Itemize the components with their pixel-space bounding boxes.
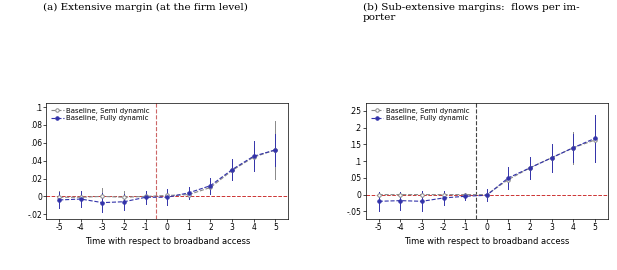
Baseline, Semi dynamic bbox=[250, 156, 257, 159]
Baseline, Fully dynamic bbox=[271, 148, 279, 151]
Baseline, Fully dynamic bbox=[375, 200, 383, 203]
Legend: Baseline, Semi dynamic, Baseline, Fully dynamic: Baseline, Semi dynamic, Baseline, Fully … bbox=[50, 106, 151, 123]
Baseline, Fully dynamic bbox=[418, 200, 426, 203]
Baseline, Semi dynamic bbox=[271, 148, 279, 151]
Baseline, Semi dynamic bbox=[462, 193, 469, 196]
Baseline, Semi dynamic bbox=[526, 166, 534, 170]
Legend: Baseline, Semi dynamic, Baseline, Fully dynamic: Baseline, Semi dynamic, Baseline, Fully … bbox=[369, 106, 471, 123]
X-axis label: Time with respect to broadband access: Time with respect to broadband access bbox=[85, 237, 250, 247]
Line: Baseline, Semi dynamic: Baseline, Semi dynamic bbox=[57, 148, 277, 199]
Baseline, Fully dynamic bbox=[397, 199, 404, 202]
Baseline, Semi dynamic bbox=[120, 196, 128, 199]
Baseline, Semi dynamic bbox=[483, 193, 491, 196]
Baseline, Fully dynamic bbox=[462, 195, 469, 198]
Line: Baseline, Semi dynamic: Baseline, Semi dynamic bbox=[377, 138, 597, 196]
Baseline, Semi dynamic bbox=[591, 139, 598, 142]
Baseline, Fully dynamic bbox=[250, 154, 257, 158]
Baseline, Fully dynamic bbox=[185, 191, 193, 194]
Baseline, Semi dynamic bbox=[142, 195, 149, 198]
Baseline, Fully dynamic bbox=[591, 137, 598, 140]
Baseline, Fully dynamic bbox=[526, 166, 534, 170]
Baseline, Fully dynamic bbox=[228, 168, 236, 171]
Baseline, Semi dynamic bbox=[56, 196, 63, 199]
Baseline, Semi dynamic bbox=[505, 178, 512, 181]
Text: (b) Sub-extensive margins:  flows per im-
porter: (b) Sub-extensive margins: flows per im-… bbox=[363, 3, 579, 22]
Baseline, Semi dynamic bbox=[440, 193, 447, 196]
X-axis label: Time with respect to broadband access: Time with respect to broadband access bbox=[404, 237, 569, 247]
Baseline, Semi dynamic bbox=[164, 194, 171, 197]
Baseline, Fully dynamic bbox=[164, 196, 171, 199]
Baseline, Semi dynamic bbox=[375, 193, 383, 196]
Baseline, Fully dynamic bbox=[548, 156, 555, 159]
Baseline, Semi dynamic bbox=[77, 196, 85, 199]
Baseline, Semi dynamic bbox=[418, 193, 426, 196]
Baseline, Fully dynamic bbox=[99, 201, 106, 204]
Baseline, Fully dynamic bbox=[505, 176, 512, 180]
Baseline, Fully dynamic bbox=[440, 196, 447, 200]
Line: Baseline, Fully dynamic: Baseline, Fully dynamic bbox=[57, 148, 277, 204]
Baseline, Fully dynamic bbox=[483, 194, 491, 197]
Baseline, Semi dynamic bbox=[569, 146, 577, 149]
Baseline, Semi dynamic bbox=[207, 186, 214, 189]
Baseline, Fully dynamic bbox=[120, 200, 128, 203]
Baseline, Semi dynamic bbox=[185, 193, 193, 196]
Baseline, Fully dynamic bbox=[56, 198, 63, 202]
Baseline, Semi dynamic bbox=[548, 156, 555, 159]
Line: Baseline, Fully dynamic: Baseline, Fully dynamic bbox=[377, 137, 597, 203]
Baseline, Fully dynamic bbox=[569, 146, 577, 149]
Text: (a) Extensive margin (at the firm level): (a) Extensive margin (at the firm level) bbox=[43, 3, 248, 12]
Baseline, Fully dynamic bbox=[77, 197, 85, 201]
Baseline, Semi dynamic bbox=[397, 193, 404, 196]
Baseline, Fully dynamic bbox=[142, 196, 149, 199]
Baseline, Fully dynamic bbox=[207, 184, 214, 187]
Baseline, Semi dynamic bbox=[228, 169, 236, 172]
Baseline, Semi dynamic bbox=[99, 195, 106, 198]
